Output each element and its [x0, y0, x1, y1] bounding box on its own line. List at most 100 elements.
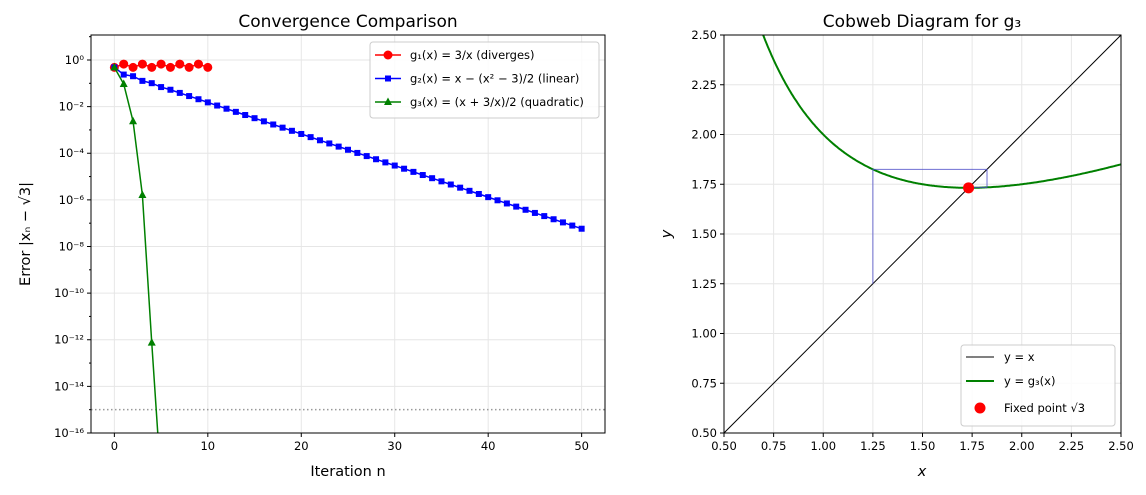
data-point	[438, 178, 445, 185]
data-point	[559, 219, 566, 226]
legend-marker	[384, 97, 392, 105]
data-point	[494, 197, 501, 204]
data-point	[457, 184, 464, 191]
fixed-point	[963, 182, 975, 194]
x-tick-label: 1.25	[860, 439, 886, 453]
data-point	[148, 80, 155, 87]
data-point	[410, 168, 417, 175]
axes-frame	[723, 34, 1122, 434]
data-point	[288, 127, 295, 134]
legend-marker	[385, 75, 391, 82]
data-point	[129, 116, 138, 125]
data-point	[167, 86, 174, 93]
y-tick-label: 1.25	[691, 277, 717, 291]
left-ylabel: Error |xₙ − √3|	[18, 182, 34, 286]
x-tick-label: 2.50	[1108, 439, 1134, 453]
data-point	[110, 62, 119, 71]
x-tick-label: 0	[111, 439, 118, 453]
y-tick-label: 2.50	[691, 28, 717, 42]
legend: y = x y = g₃(x) Fixed point √3	[960, 344, 1116, 427]
y-tick-label: 10⁻¹⁴	[54, 379, 84, 393]
data-point	[186, 93, 193, 100]
data-point	[204, 99, 211, 106]
data-point	[447, 181, 454, 188]
data-point	[363, 153, 370, 160]
x-tick-label: 0.50	[711, 439, 737, 453]
series-line	[113, 67, 159, 433]
data-point	[119, 59, 129, 69]
data-point	[279, 124, 286, 131]
data-point	[193, 59, 203, 69]
data-point	[158, 84, 165, 91]
data-point	[298, 130, 305, 137]
data-point	[541, 213, 548, 220]
data-point	[138, 190, 147, 199]
data-point	[354, 149, 361, 156]
data-point	[223, 105, 230, 112]
right-xlabel: x	[917, 464, 927, 480]
data-point	[130, 73, 137, 80]
x-tick-label: 10	[200, 439, 215, 453]
x-tick-label: 0.75	[761, 439, 787, 453]
x-tick-label: 2.00	[1009, 439, 1035, 453]
y-tick-label: 0.75	[691, 376, 717, 390]
data-point	[203, 62, 213, 72]
data-point	[184, 62, 194, 72]
legend-label: g₃(x) = (x + 3/x)/2 (quadratic)	[410, 95, 584, 109]
legend-box	[960, 344, 1116, 427]
data-point	[316, 137, 323, 144]
x-tick-label: 2.25	[1059, 439, 1085, 453]
data-point	[120, 71, 127, 78]
y-tick-label: 10⁻¹⁶	[54, 426, 84, 440]
y-tick-label: 10⁻²	[59, 100, 84, 114]
legend: g₁(x) = 3/x (diverges) g₂(x) = x − (x² − …	[369, 41, 600, 119]
data-point	[326, 140, 333, 147]
y-tick-label: 10⁰	[65, 53, 85, 67]
data-point	[147, 62, 157, 72]
data-point	[419, 172, 426, 179]
data-point	[401, 165, 408, 172]
x-tick-label: 40	[481, 439, 496, 453]
y-tick-label: 1.75	[691, 177, 717, 191]
legend-label: g₂(x) = x − (x² − 3)/2 (linear)	[410, 72, 579, 86]
data-point	[485, 194, 492, 201]
data-point	[251, 115, 258, 122]
legend-marker	[383, 50, 393, 60]
y-tick-label: 1.50	[691, 227, 717, 241]
data-point	[335, 143, 342, 150]
y-tick-label: 2.25	[691, 78, 717, 92]
data-point	[307, 134, 314, 141]
data-point	[176, 89, 183, 96]
data-point	[522, 206, 529, 213]
data-point	[531, 209, 538, 216]
data-point	[119, 79, 128, 88]
data-point	[128, 62, 138, 72]
data-point	[569, 222, 576, 229]
left-title: Convergence Comparison	[238, 12, 457, 32]
data-point	[214, 102, 221, 109]
right-title: Cobweb Diagram for g₃	[823, 12, 1021, 32]
legend-label: y = x	[1004, 350, 1035, 364]
left-xlabel: Iteration n	[310, 464, 385, 480]
data-point	[165, 62, 175, 72]
legend-box	[369, 41, 600, 119]
data-point	[137, 59, 147, 69]
data-point	[195, 96, 202, 103]
y-tick-label: 10⁻¹⁰	[54, 286, 84, 300]
identity-line	[724, 35, 1121, 433]
data-point	[578, 225, 585, 232]
data-point	[156, 59, 166, 69]
y-tick-label: 10⁻¹²	[54, 333, 84, 347]
data-point	[139, 77, 146, 84]
x-tick-label: 1.50	[910, 439, 936, 453]
data-point	[242, 112, 249, 119]
y-tick-label: 2.00	[691, 128, 717, 142]
axes-frame	[90, 34, 606, 434]
data-point	[391, 162, 398, 169]
legend-label: Fixed point √3	[1004, 401, 1085, 415]
x-tick-label: 20	[294, 439, 309, 453]
data-point	[270, 121, 277, 128]
data-point	[466, 187, 473, 194]
